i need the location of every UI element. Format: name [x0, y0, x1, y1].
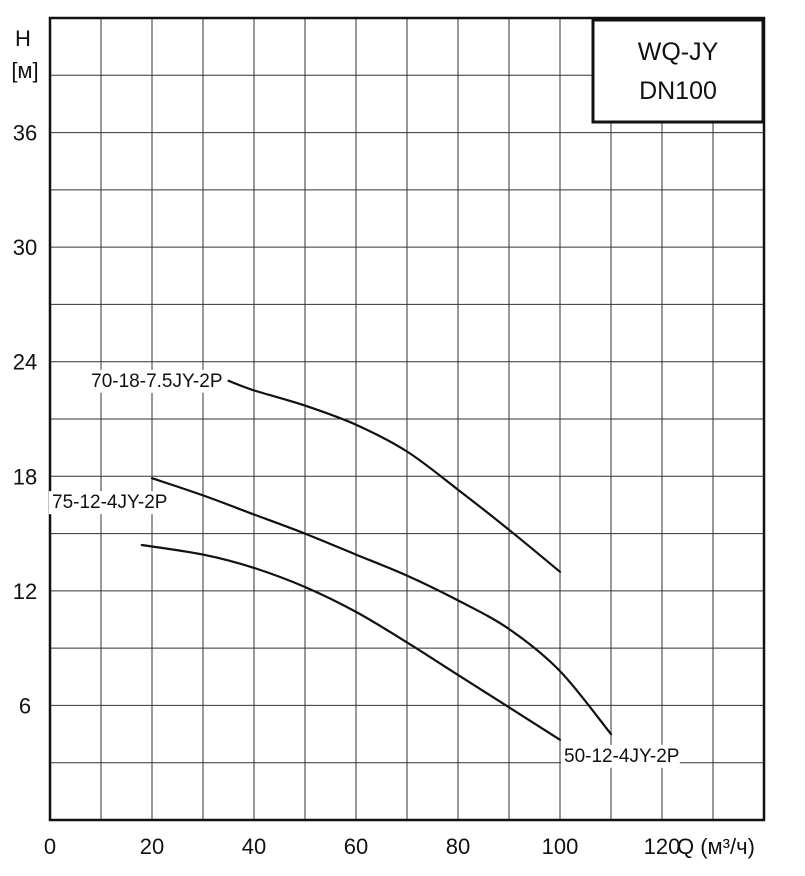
chart-title-line-1: WQ-JY [638, 38, 719, 66]
x-tick-label: 100 [542, 834, 579, 859]
chart-title-line-2: DN100 [639, 77, 717, 105]
curve-label-backdrop [87, 369, 226, 393]
x-tick-label: 60 [344, 834, 368, 859]
y-axis-title-line-1: H [15, 26, 31, 51]
x-tick-label: 120 [644, 834, 681, 859]
curve-label-backdrop [561, 744, 680, 768]
curve-50-12-4JY-2P [140, 543, 562, 741]
x-tick-label: 0 [44, 834, 56, 859]
x-axis-title: Q (м³/ч) [677, 834, 755, 859]
x-tick-label: 40 [242, 834, 266, 859]
title-box-frame [591, 18, 765, 124]
title-box: WQ-JY DN100 [591, 18, 765, 124]
curves-layer [140, 379, 613, 741]
tick-labels-layer: 0 20 40 60 80 100 120 6 12 18 24 30 36 [13, 121, 681, 859]
y-tick-label: 12 [13, 579, 37, 604]
y-tick-label: 24 [13, 350, 37, 375]
x-tick-label: 80 [446, 834, 470, 859]
y-tick-label: 6 [19, 693, 31, 718]
curve-label: 50-12-4JY-2P [564, 746, 679, 767]
x-tick-label: 20 [140, 834, 164, 859]
y-tick-label: 18 [13, 464, 37, 489]
curve-70-18-7.5JY-2P [227, 379, 562, 573]
curve-label: 70-18-7.5JY-2P [91, 371, 222, 392]
y-axis-title-line-2: [м] [11, 58, 38, 83]
y-tick-label: 30 [13, 235, 37, 260]
curve-label: 75-12-4JY-2P [52, 492, 167, 513]
y-tick-label: 36 [13, 121, 37, 146]
plot-frame [48, 16, 766, 822]
curve-label-backdrop [49, 491, 168, 515]
curve-75-12-4JY-2P [150, 477, 613, 736]
grid-layer [48, 16, 766, 822]
curve-labels-layer: 70-18-7.5JY-2P 75-12-4JY-2P 50-12-4JY-2P [49, 369, 680, 768]
